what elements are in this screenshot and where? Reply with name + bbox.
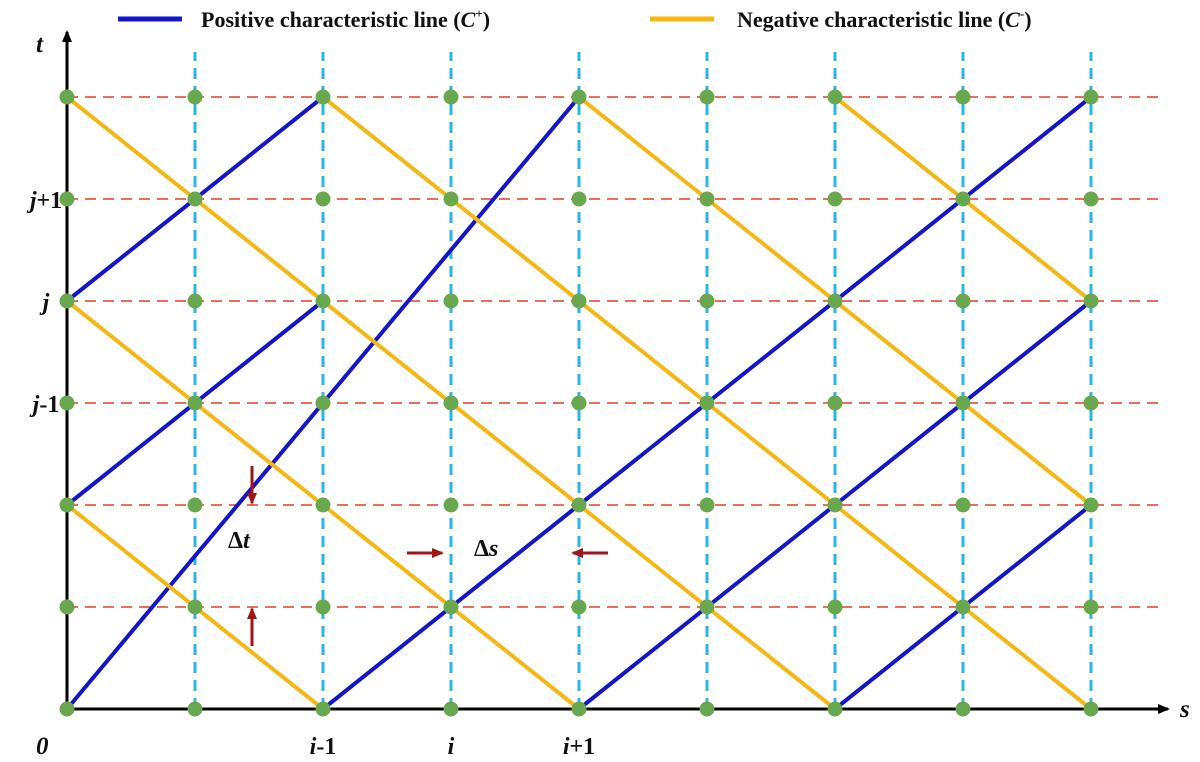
grid-node bbox=[443, 497, 459, 513]
grid-node bbox=[571, 701, 587, 717]
grid-node bbox=[187, 497, 203, 513]
grid-node bbox=[955, 701, 971, 717]
grid-node bbox=[827, 395, 843, 411]
grid-node bbox=[59, 89, 75, 105]
origin-label: 0 bbox=[36, 733, 49, 760]
delta-s-annotation: Δs bbox=[407, 536, 608, 562]
t-axis-label: t bbox=[36, 31, 44, 58]
grid-node bbox=[187, 191, 203, 207]
grid-node bbox=[1083, 599, 1099, 615]
grid-node bbox=[699, 395, 715, 411]
grid-node bbox=[59, 191, 75, 207]
tick-labels: i-1 i i+1 j+1 j j-1 bbox=[26, 188, 595, 760]
legend: Positive characteristic line (C+) Negati… bbox=[118, 6, 1032, 32]
grid-node bbox=[955, 89, 971, 105]
grid-node bbox=[699, 293, 715, 309]
grid-node bbox=[1083, 497, 1099, 513]
grid-node bbox=[571, 89, 587, 105]
delta-s-label: Δs bbox=[474, 536, 498, 562]
grid-node bbox=[315, 191, 331, 207]
grid-node bbox=[571, 293, 587, 309]
grid-node bbox=[827, 89, 843, 105]
grid-node bbox=[443, 395, 459, 411]
grid-node bbox=[315, 599, 331, 615]
grid-node bbox=[443, 293, 459, 309]
grid-node bbox=[443, 89, 459, 105]
legend-positive-label: Positive characteristic line (C+) bbox=[201, 6, 490, 32]
grid-node bbox=[827, 599, 843, 615]
grid-node bbox=[1083, 293, 1099, 309]
grid-node bbox=[955, 395, 971, 411]
grid-node bbox=[315, 701, 331, 717]
grid-node bbox=[827, 497, 843, 513]
grid-node bbox=[827, 293, 843, 309]
delta-t-annotation: Δt bbox=[228, 466, 257, 646]
grid-node bbox=[571, 497, 587, 513]
grid-node bbox=[571, 191, 587, 207]
grid-node bbox=[59, 497, 75, 513]
axes bbox=[62, 30, 1170, 714]
x-tick-label: i-1 bbox=[310, 734, 337, 760]
x-tick-label: i+1 bbox=[563, 734, 595, 760]
grid-node bbox=[315, 395, 331, 411]
grid-lines bbox=[67, 52, 1160, 709]
grid-node bbox=[315, 497, 331, 513]
grid-node bbox=[955, 293, 971, 309]
grid-node bbox=[699, 599, 715, 615]
grid-node bbox=[59, 293, 75, 309]
grid-node bbox=[699, 89, 715, 105]
y-tick-label: j-1 bbox=[29, 392, 60, 418]
grid-node bbox=[1083, 701, 1099, 717]
grid-node bbox=[187, 701, 203, 717]
y-tick-label: j+1 bbox=[26, 188, 62, 214]
grid-node bbox=[187, 89, 203, 105]
grid-node bbox=[187, 395, 203, 411]
grid-node bbox=[699, 191, 715, 207]
grid-node bbox=[699, 497, 715, 513]
grid-node bbox=[1083, 395, 1099, 411]
grid-node bbox=[187, 293, 203, 309]
grid-node bbox=[955, 191, 971, 207]
grid-node bbox=[827, 701, 843, 717]
grid-node bbox=[187, 599, 203, 615]
grid-node bbox=[955, 497, 971, 513]
grid-node bbox=[955, 599, 971, 615]
grid-node bbox=[315, 293, 331, 309]
s-axis-label: s bbox=[1179, 696, 1190, 723]
grid-node bbox=[571, 395, 587, 411]
y-tick-label: j bbox=[39, 290, 50, 316]
grid-node bbox=[1083, 89, 1099, 105]
delta-t-label: Δt bbox=[228, 528, 251, 554]
grid-node bbox=[443, 599, 459, 615]
legend-negative-label: Negative characteristic line (C-) bbox=[737, 6, 1032, 32]
grid-nodes bbox=[59, 89, 1099, 717]
grid-node bbox=[59, 701, 75, 717]
grid-node bbox=[699, 701, 715, 717]
grid-node bbox=[1083, 191, 1099, 207]
grid-node bbox=[827, 191, 843, 207]
grid-node bbox=[315, 89, 331, 105]
grid-node bbox=[443, 191, 459, 207]
grid-node bbox=[59, 395, 75, 411]
grid-node bbox=[571, 599, 587, 615]
x-tick-label: i bbox=[448, 734, 455, 760]
grid-node bbox=[59, 599, 75, 615]
grid-node bbox=[443, 701, 459, 717]
